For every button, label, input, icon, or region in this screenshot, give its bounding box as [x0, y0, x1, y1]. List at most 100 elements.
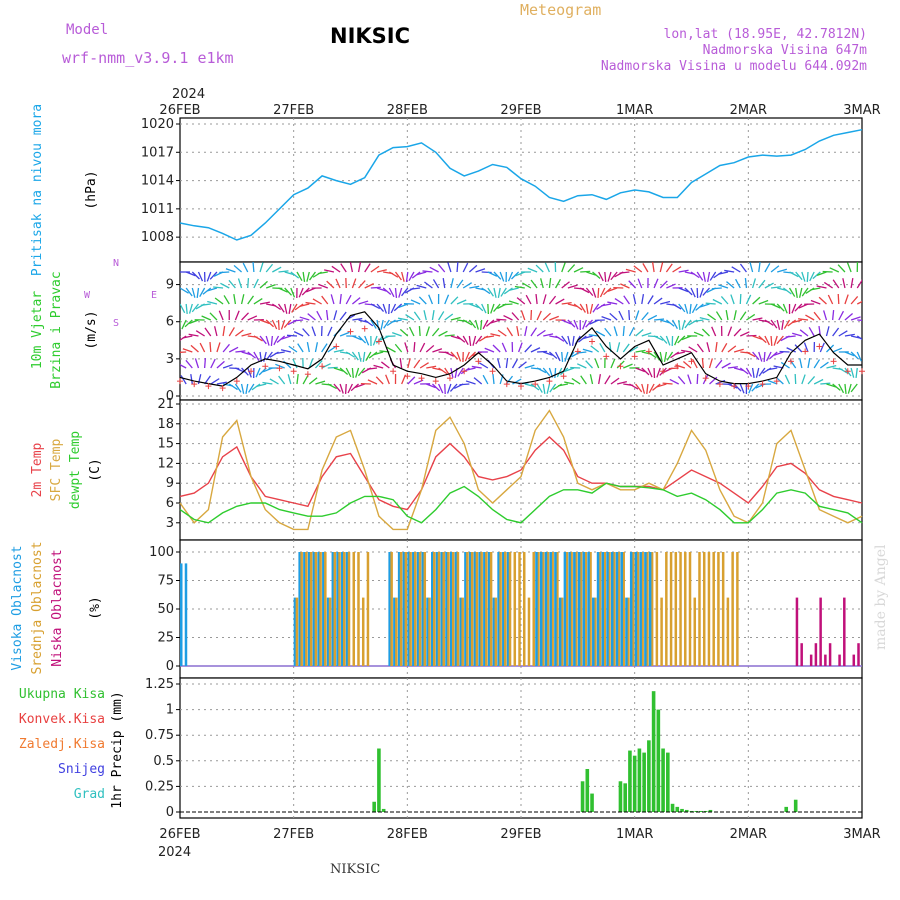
wind-arrow	[647, 295, 654, 305]
cloud-bar	[442, 552, 445, 666]
wind-arrow	[308, 377, 318, 385]
cloud-bar	[445, 552, 448, 666]
wind-arrow	[620, 283, 630, 289]
wind-arrow	[808, 326, 815, 337]
wind-arrow	[209, 312, 218, 321]
wind-arrow	[269, 378, 279, 385]
wind-arrow	[598, 271, 604, 282]
wind-arrow	[625, 268, 636, 273]
wind-arrow	[660, 319, 671, 324]
wind-arrow	[216, 342, 221, 353]
wind-arrow	[411, 271, 421, 279]
wind-arrow	[468, 319, 477, 329]
wind-arrow	[705, 302, 716, 305]
wind-arrow	[525, 294, 532, 305]
y-tick-label: 50	[157, 602, 174, 617]
cloud-bar	[435, 552, 439, 666]
wind-arrow	[493, 287, 497, 298]
cloud-bar	[361, 597, 365, 666]
cloud-bar	[317, 552, 320, 666]
wind-arrow	[410, 287, 421, 290]
wind-arrow	[813, 378, 824, 385]
wind-arrow	[408, 326, 415, 337]
wind-arrow	[633, 265, 643, 273]
cloud-bar	[736, 552, 739, 666]
wind-arrow	[462, 319, 473, 326]
wind-arrow	[693, 331, 704, 337]
wind-arrow	[503, 287, 513, 295]
cloud-bar	[636, 552, 640, 666]
wind-arrow	[271, 303, 282, 311]
wind-arrow	[321, 343, 328, 353]
wind-arrow	[548, 277, 552, 289]
wind-arrow	[543, 333, 554, 337]
wind-arrow	[713, 271, 723, 279]
wind-arrow	[432, 279, 440, 289]
cloud-bar	[407, 552, 410, 666]
wind-arrow	[748, 383, 754, 394]
wind-arrow	[518, 361, 527, 369]
wind-arrow	[653, 278, 659, 289]
wind-arrow	[548, 295, 557, 305]
wind-arrow	[376, 269, 387, 273]
wind-arrow	[598, 374, 602, 385]
wind-arrow	[752, 335, 763, 340]
precip-legend-2: Zaledj.Kisa	[19, 737, 105, 752]
wind-arrow	[401, 271, 405, 282]
precip-bar	[632, 755, 637, 812]
wind-arrow	[702, 287, 710, 296]
wind-arrow	[813, 311, 821, 321]
wind-arrow	[520, 310, 526, 321]
precip-bar	[694, 810, 699, 812]
wind-arrow	[665, 319, 675, 327]
wind-arrow	[444, 294, 450, 305]
cloud-bar	[702, 552, 706, 666]
date-tick-bottom: 26FEB	[159, 827, 200, 842]
wind-arrow	[233, 264, 242, 273]
y-tick-label: 6	[166, 315, 174, 330]
wind-arrow	[516, 297, 526, 305]
cloud-bar	[631, 552, 635, 666]
cloud-bar	[556, 552, 559, 666]
wind-arrow	[672, 266, 682, 273]
wind-arrow	[271, 319, 278, 330]
cloud-bar	[499, 552, 502, 666]
wind-arrow	[511, 358, 518, 369]
wind-arrow	[739, 293, 742, 305]
wind-arrow	[801, 374, 806, 385]
wind-arrow	[253, 298, 263, 305]
wind-arrow	[180, 336, 181, 338]
cloud-bar	[431, 552, 434, 666]
wind-arrow	[299, 303, 310, 308]
wind-arrow	[681, 319, 686, 330]
wind-arrow	[327, 345, 337, 353]
wind-arrow	[823, 281, 833, 289]
wind-arrow	[465, 367, 476, 371]
wind-arrow	[641, 367, 650, 376]
wind-arrow	[185, 303, 188, 315]
wind-arrow	[188, 319, 199, 325]
cloud-bar	[560, 597, 564, 666]
temp-line-0	[179, 436, 863, 511]
wind-arrow	[823, 310, 828, 321]
wind-arrow	[554, 367, 557, 379]
wind-arrow	[487, 271, 498, 277]
wind-arrow	[786, 347, 796, 353]
wind-arrow	[339, 293, 342, 305]
wind-arrow	[607, 271, 612, 282]
wind-arrow	[293, 331, 304, 337]
wind-arrow	[721, 362, 731, 369]
wind-arrow	[749, 262, 754, 273]
cloud-bar	[293, 597, 297, 666]
wind-arrow	[718, 284, 729, 289]
wind-arrow	[561, 301, 572, 305]
wind-arrow	[286, 334, 298, 337]
cloud-bar	[343, 552, 346, 666]
wind-arrow	[276, 335, 286, 343]
panel-4: 0 0.25 0.5 0.75 1 1.25	[145, 677, 863, 820]
wind-arrow	[571, 335, 575, 346]
wind-arrow	[524, 326, 528, 337]
wind-arrow	[222, 326, 226, 337]
precip-bar	[628, 750, 632, 812]
elevation-text: Nadmorska Visina 647m	[703, 43, 868, 58]
